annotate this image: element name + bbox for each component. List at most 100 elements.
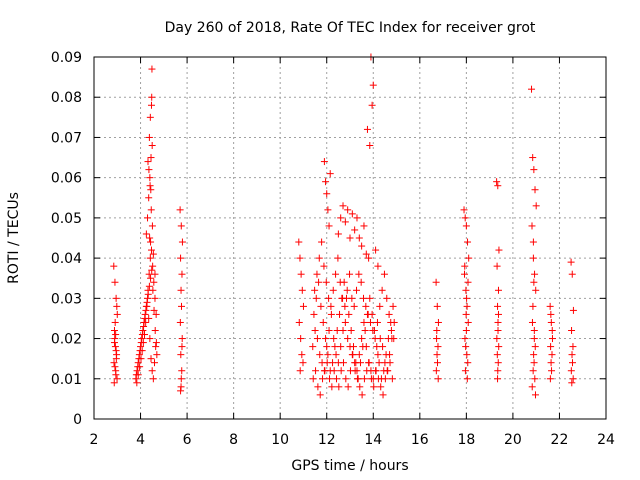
data-point [148,222,156,230]
data-point [150,278,158,286]
data-point [325,222,333,230]
data-point [350,302,358,310]
data-point [110,339,118,347]
data-point [462,327,470,335]
data-point [330,367,338,375]
data-point [363,367,371,375]
data-point [146,182,154,190]
data-point [529,302,537,310]
data-point [495,246,503,254]
data-point [113,375,121,383]
data-point [146,234,154,242]
data-point [530,335,538,343]
data-point [295,238,303,246]
data-point [432,367,440,375]
data-point [547,359,555,367]
data-point [432,278,440,286]
data-point [316,351,324,359]
data-point [148,93,156,101]
data-point [332,270,340,278]
data-point [144,286,152,294]
data-point [147,246,155,254]
data-point [348,294,356,302]
data-point [462,310,470,318]
data-point [347,327,355,335]
data-point [494,286,502,294]
data-point [110,262,118,270]
data-point [373,318,381,326]
data-point [337,367,345,375]
data-point [434,318,442,326]
x-tick-label: 20 [504,432,522,448]
x-tick-label: 14 [364,432,382,448]
data-point [360,318,368,326]
data-point [346,270,354,278]
y-tick-label: 0.03 [51,291,82,307]
data-point [326,375,334,383]
data-point [359,294,367,302]
y-tick-label: 0.05 [51,211,82,227]
data-point [177,351,185,359]
plot-frame [93,56,607,420]
data-point [360,375,368,383]
data-point [386,359,394,367]
data-point [176,318,184,326]
data-point [346,234,354,242]
y-tick-label: 0.06 [51,171,82,187]
data-point [311,327,319,335]
data-point [379,391,387,399]
data-point [144,214,152,222]
data-point [530,359,538,367]
data-point [356,359,364,367]
data-point [461,335,469,343]
data-point [312,367,320,375]
y-tick-label: 0.08 [51,90,82,106]
data-point [384,367,392,375]
data-point [365,254,373,262]
data-point [145,282,153,290]
data-point [177,375,185,383]
data-point [460,206,468,214]
data-point [177,387,185,395]
data-point [380,270,388,278]
data-point [494,327,502,335]
data-point [314,383,322,391]
data-point [359,343,367,351]
data-point [546,302,554,310]
data-point [493,262,501,270]
data-point [111,363,119,371]
x-tick-label: 4 [136,432,145,448]
data-point [366,141,374,149]
x-tick-label: 22 [551,432,569,448]
data-point [329,286,337,294]
data-point [316,391,324,399]
data-point [149,375,157,383]
data-point [299,302,307,310]
data-point [148,367,156,375]
data-point [463,302,471,310]
data-point [336,278,344,286]
data-point [462,343,470,351]
data-point [494,302,502,310]
data-point [528,383,536,391]
data-point [353,375,361,383]
data-point [322,335,330,343]
data-point [323,190,331,198]
data-point [110,379,118,387]
data-point [341,318,349,326]
data-point [531,186,539,194]
data-point [349,351,357,359]
data-point [111,343,119,351]
data-point [375,359,383,367]
data-point [464,238,472,246]
data-point [342,375,350,383]
data-point [389,302,397,310]
data-point [337,214,345,222]
data-point [530,166,538,174]
data-point [493,351,501,359]
data-point [315,254,323,262]
data-point [151,294,159,302]
data-point [145,194,153,202]
data-point [568,359,576,367]
y-tick-label: 0.02 [51,332,82,348]
